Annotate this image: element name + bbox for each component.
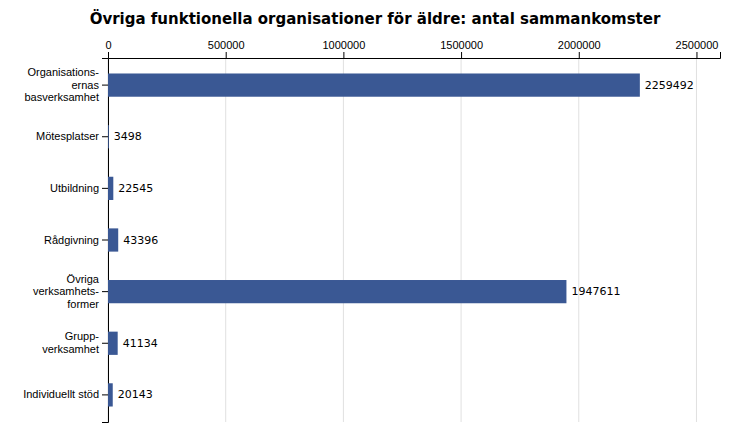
data-label: 2259492 [645,79,694,92]
tick: 1500000 [440,39,483,58]
bar [108,73,640,96]
grid-line [461,58,462,422]
tick-label-line: basverksamhet [24,91,99,103]
tick-mark [102,188,108,189]
tick-label-line: verksamhets- [33,285,99,297]
tick-label-line: former [67,298,99,310]
bar [108,228,118,251]
tick-label-line: verksamhet [42,343,99,355]
bars [108,73,640,406]
tick-mark [102,394,108,395]
grid-line [696,58,697,422]
tick-label-line: Organisations- [27,66,99,78]
tick-label: 500000 [208,39,245,51]
tick-label: Individuellt stöd [23,388,99,400]
tick: Grupp-verksamhet [42,330,108,355]
tick-label: 0 [105,39,111,51]
tick-mark [461,52,462,58]
data-label: 22545 [118,182,153,195]
data-label: 3498 [114,130,142,143]
data-label: 20143 [118,388,153,401]
tick: Organisations-ernasbasverksamhet [24,66,108,103]
tick-label-line: Utbildning [50,182,99,194]
tick-mark [102,291,108,292]
axis-line [109,52,721,59]
tick-label: Övrigaverksamhets-former [33,273,100,310]
tick: Utbildning [50,182,108,194]
y-axis: Individuellt stödGrupp-verksamhetÖvrigav… [23,59,108,423]
tick-label: 1500000 [440,39,483,51]
axis-line [102,59,109,423]
chart: Övriga funktionella organisationer för ä… [0,0,750,436]
title: Övriga funktionella organisationer för ä… [90,9,661,28]
tick-label: Utbildning [50,182,99,194]
tick-label-line: Övriga [67,273,100,285]
bar [108,177,113,200]
tick: 2000000 [558,39,601,58]
bar [108,280,566,303]
bar [108,383,113,406]
tick-label-line: Rådgivning [44,234,99,246]
x-axis: 0 500000 1000000 1500000 2000000 2500000 [105,39,720,59]
tick-mark [102,240,108,241]
tick-label-line: Mötesplatser [36,130,99,142]
tick: Rådgivning [44,234,108,246]
tick-label-line: Grupp- [65,330,100,342]
tick-mark [343,52,344,58]
tick-label: 1000000 [322,39,365,51]
tick-mark [102,85,108,86]
tick-label: 2000000 [558,39,601,51]
tick: 2500000 [676,39,719,58]
tick-mark [696,52,697,58]
tick: Individuellt stöd [23,388,108,400]
plot: 0 500000 1000000 1500000 2000000 2500000 Indiv… [23,39,720,423]
tick-label: Organisations-ernasbasverksamhet [24,66,99,103]
tick-mark [108,52,109,58]
tick-label: Rådgivning [44,234,99,246]
tick-mark [226,52,227,58]
tick-mark [579,52,580,58]
grid [108,58,696,422]
tick-label-line: ernas [71,79,99,91]
tick: 500000 [208,39,245,58]
tick-mark [102,136,108,137]
data-label: 41134 [123,337,158,350]
tick: 1000000 [322,39,365,58]
tick-label: 2500000 [676,39,719,51]
bar [108,125,109,148]
tick-label: Grupp-verksamhet [42,330,99,355]
tick-label-line: Individuellt stöd [23,388,99,400]
grid-line [578,58,579,422]
grid-line [343,58,344,422]
data-label: 1947611 [571,285,620,298]
tick: Mötesplatser [36,130,108,142]
tick: 0 [105,39,111,58]
tick: Övrigaverksamhets-former [33,273,108,310]
tick-mark [102,343,108,344]
bar [108,332,118,355]
grid-line [225,58,226,422]
data-label: 43396 [123,234,158,247]
data-labels: 20143 41134 1947611 43396 22545 3498 2259492 [114,79,694,402]
tick-label: Mötesplatser [36,130,99,142]
